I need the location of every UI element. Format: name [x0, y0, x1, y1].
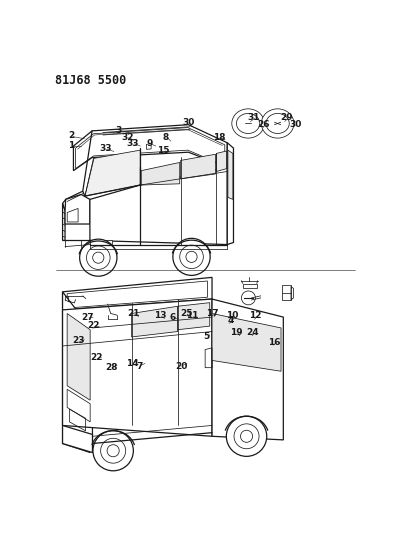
- Polygon shape: [141, 163, 180, 185]
- Polygon shape: [63, 299, 212, 437]
- Polygon shape: [63, 292, 90, 453]
- Polygon shape: [212, 299, 284, 440]
- Polygon shape: [67, 313, 90, 400]
- Polygon shape: [178, 303, 210, 330]
- Text: 28: 28: [105, 363, 117, 372]
- Polygon shape: [180, 154, 215, 179]
- Polygon shape: [227, 143, 233, 245]
- Text: 13: 13: [154, 311, 167, 320]
- Text: 9: 9: [146, 140, 153, 149]
- Text: 1: 1: [68, 141, 74, 150]
- Text: 21: 21: [127, 309, 140, 318]
- Circle shape: [80, 239, 117, 276]
- Polygon shape: [63, 425, 93, 453]
- Polygon shape: [85, 150, 140, 196]
- Text: 3: 3: [115, 126, 122, 135]
- Polygon shape: [63, 277, 212, 310]
- Text: 11: 11: [186, 311, 198, 320]
- Text: 16: 16: [268, 338, 281, 347]
- Circle shape: [226, 416, 267, 456]
- Text: 23: 23: [72, 336, 84, 345]
- Ellipse shape: [232, 109, 264, 138]
- Polygon shape: [212, 313, 281, 372]
- Text: 22: 22: [87, 321, 100, 330]
- Text: 81J68 5500: 81J68 5500: [55, 74, 126, 87]
- Text: 30: 30: [290, 120, 302, 129]
- Circle shape: [241, 291, 255, 305]
- Text: 19: 19: [230, 328, 243, 337]
- Text: 8: 8: [163, 133, 169, 142]
- Polygon shape: [65, 195, 90, 224]
- Polygon shape: [217, 151, 227, 172]
- Polygon shape: [63, 310, 93, 443]
- Polygon shape: [73, 125, 227, 171]
- Text: 18: 18: [213, 133, 226, 142]
- Text: 6: 6: [169, 313, 175, 322]
- Text: 25: 25: [180, 309, 192, 318]
- Text: 22: 22: [90, 353, 102, 362]
- Polygon shape: [81, 240, 112, 247]
- Text: 29: 29: [280, 113, 293, 122]
- Text: 17: 17: [206, 309, 219, 318]
- Text: 5: 5: [203, 332, 210, 341]
- Text: 27: 27: [81, 313, 94, 322]
- Text: 4: 4: [227, 316, 233, 325]
- Text: 7: 7: [136, 361, 143, 370]
- Polygon shape: [66, 191, 85, 206]
- Polygon shape: [90, 167, 227, 245]
- Text: 26: 26: [257, 120, 269, 129]
- Text: 10: 10: [226, 311, 239, 320]
- Text: 12: 12: [249, 311, 261, 320]
- Text: 32: 32: [121, 133, 134, 142]
- Text: 2: 2: [68, 131, 74, 140]
- Text: 20: 20: [175, 361, 188, 370]
- Polygon shape: [63, 204, 65, 240]
- Text: 33: 33: [99, 144, 112, 153]
- Text: 24: 24: [247, 328, 259, 337]
- Text: 15: 15: [157, 146, 170, 155]
- Polygon shape: [63, 199, 69, 211]
- Text: 30: 30: [182, 118, 194, 127]
- Circle shape: [173, 238, 210, 276]
- Text: 31: 31: [247, 113, 260, 122]
- Polygon shape: [228, 150, 233, 199]
- Polygon shape: [132, 306, 178, 337]
- Ellipse shape: [261, 109, 294, 138]
- Circle shape: [93, 431, 134, 471]
- Text: 33: 33: [126, 139, 139, 148]
- Text: 14: 14: [126, 359, 139, 368]
